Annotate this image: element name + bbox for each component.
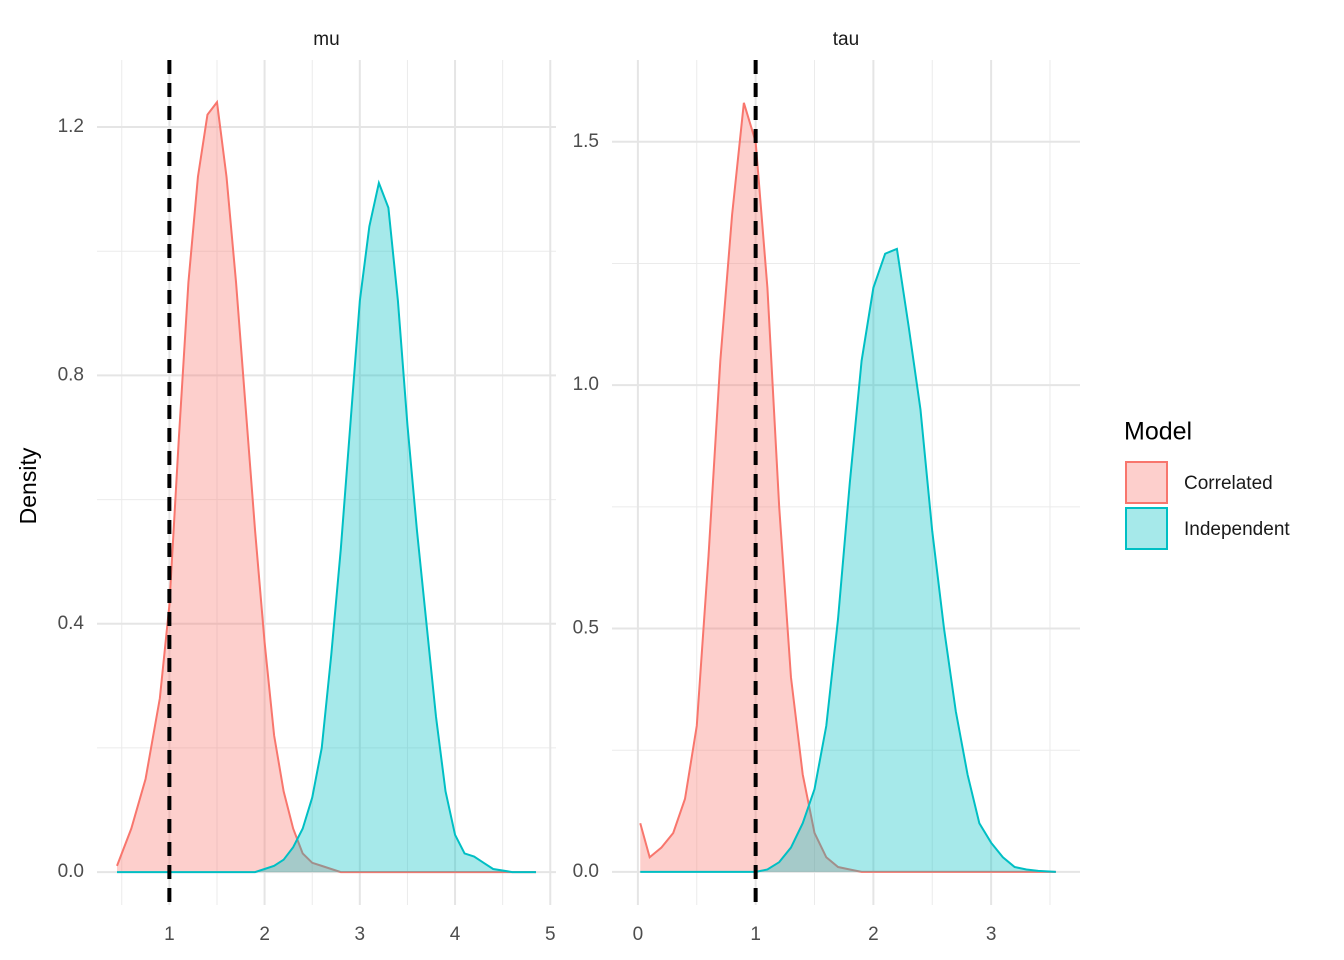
y-tick-label: 1.2 [58,116,84,137]
y-tick-label: 1.5 [573,131,599,152]
x-tick-label: 0 [633,924,644,945]
density-line [116,99,537,874]
density-fill [116,102,537,873]
density-line [639,102,1056,873]
y-tick-label: 0.5 [573,618,599,639]
density-line [640,247,1056,873]
legend-title: Model [1124,418,1192,446]
facet-title: mu [313,29,339,50]
density-fill [640,102,1056,872]
x-tick-label: 2 [259,924,270,945]
density-fill [640,248,1056,872]
density-line [116,179,537,874]
facet-title: tau [833,29,859,50]
x-tick-label: 1 [750,924,761,945]
y-axis-label: Density [15,447,41,524]
legend-label: Correlated [1184,473,1273,494]
density-fill [116,182,537,873]
x-tick-label: 5 [545,924,556,945]
y-tick-label: 0.0 [573,861,599,882]
legend-label: Independent [1184,519,1290,540]
x-tick-label: 1 [164,924,175,945]
y-tick-label: 0.4 [58,613,85,634]
y-tick-label: 0.0 [58,861,84,882]
y-tick-label: 1.0 [573,374,599,395]
y-tick-label: 0.8 [58,364,84,385]
x-tick-label: 4 [450,924,461,945]
x-tick-label: 2 [868,924,879,945]
x-tick-label: 3 [986,924,997,945]
legend-key [1125,507,1168,550]
legend-key [1125,461,1168,504]
x-tick-label: 3 [355,924,366,945]
